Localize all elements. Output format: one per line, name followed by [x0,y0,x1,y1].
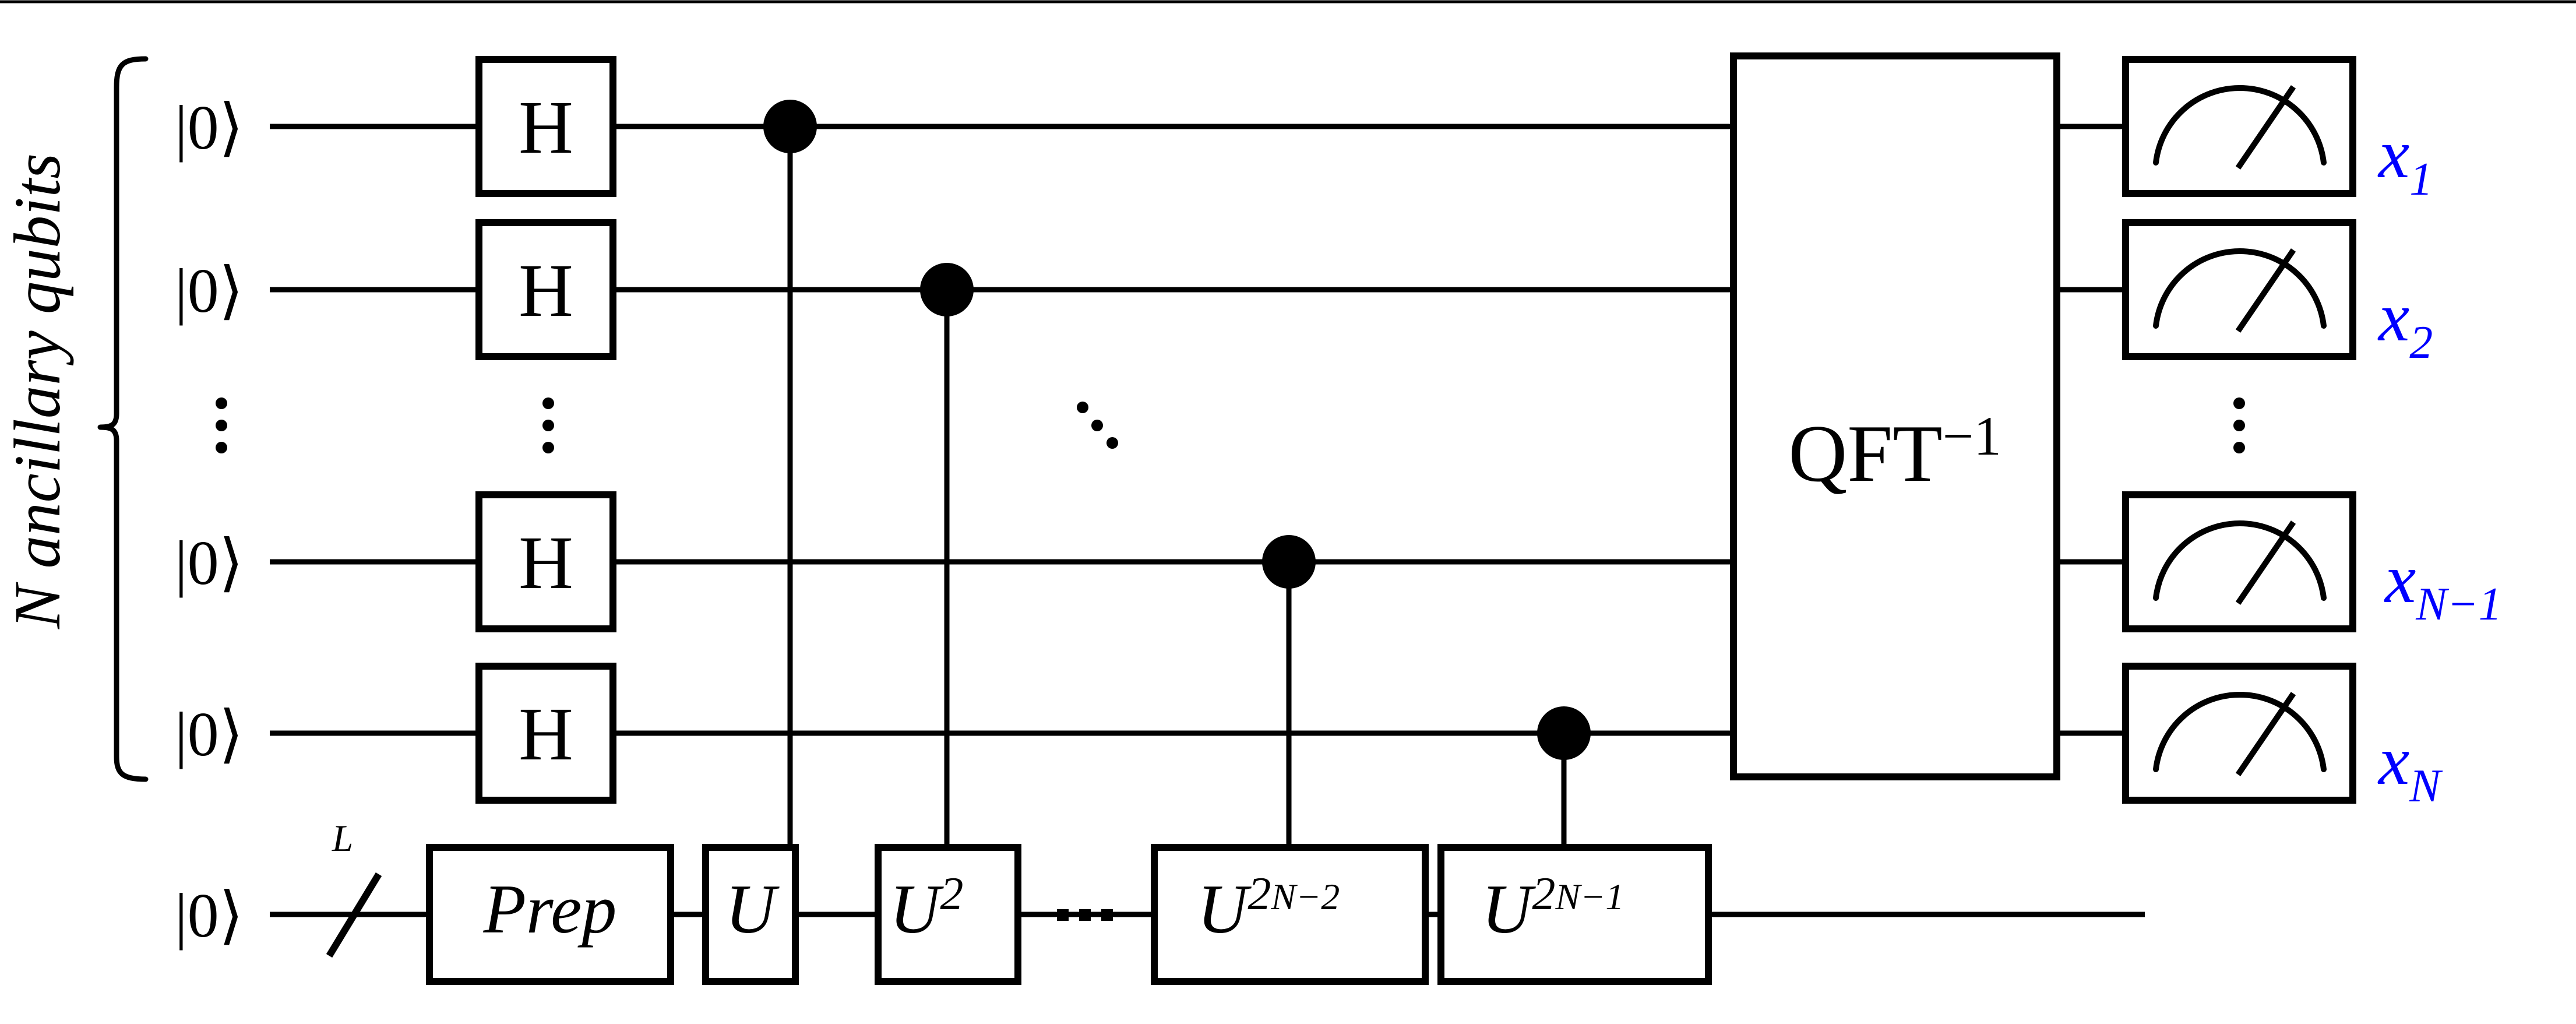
svg-text:L: L [332,818,353,860]
svg-text:H: H [519,521,573,605]
svg-text:H: H [519,86,573,170]
svg-text:Prep: Prep [483,870,617,948]
svg-text:|0⟩: |0⟩ [175,881,244,951]
svg-text:H: H [519,692,573,776]
svg-text:|0⟩: |0⟩ [175,256,244,326]
svg-text:H: H [519,249,573,333]
svg-text:|0⟩: |0⟩ [175,93,244,163]
svg-text:U: U [725,870,780,948]
svg-text:|0⟩: |0⟩ [175,529,244,598]
svg-text:|0⟩: |0⟩ [175,700,244,769]
svg-text:N ancillary qubits: N ancillary qubits [1,153,74,629]
